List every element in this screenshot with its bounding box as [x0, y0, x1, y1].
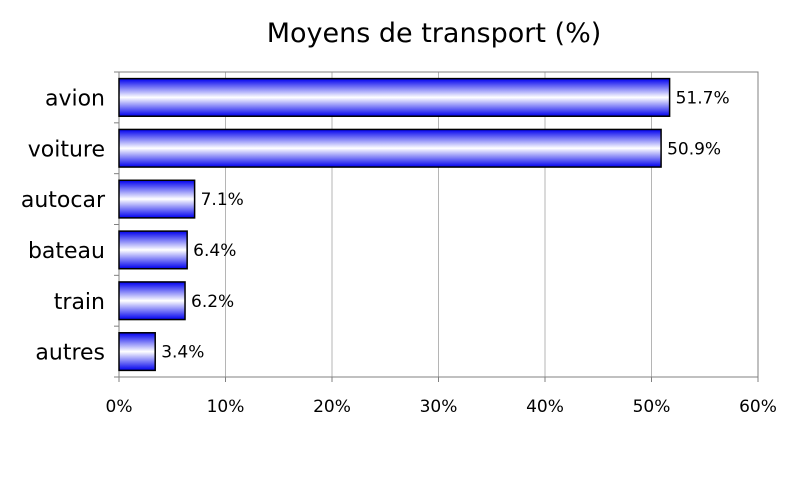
data-label: 7.1%: [201, 190, 244, 210]
x-tick-label: 60%: [739, 397, 777, 417]
category-label: train: [54, 290, 105, 315]
data-label: 6.2%: [191, 292, 234, 312]
data-label: 50.9%: [667, 139, 721, 159]
chart-title: Moyens de transport (%): [267, 18, 602, 49]
bar-voiture: [118, 128, 662, 168]
plot-area: [118, 71, 759, 378]
category-label: avion: [45, 86, 105, 111]
bar-avion: [118, 77, 671, 117]
x-tick-label: 20%: [313, 397, 351, 417]
data-label: 51.7%: [676, 88, 730, 108]
x-tick-label: 50%: [633, 397, 671, 417]
x-tick-label: 30%: [420, 397, 458, 417]
x-tick-label: 10%: [207, 397, 245, 417]
bars: [118, 77, 671, 372]
gridlines: [114, 71, 759, 382]
bar-autocar: [118, 179, 196, 219]
bar-autres: [118, 332, 156, 372]
category-label: voiture: [28, 137, 105, 162]
category-label: bateau: [28, 239, 105, 264]
x-tick-label: 40%: [526, 397, 564, 417]
labels: 0% 10% 20% 30% 40% 50% 60% avion 51.7% voiture 50.…: [21, 86, 777, 417]
category-label: autocar: [21, 188, 106, 213]
category-label: autres: [35, 341, 105, 366]
data-label: 6.4%: [193, 241, 236, 261]
data-label: 3.4%: [161, 343, 204, 363]
bar-train: [118, 281, 186, 321]
bar-bateau: [118, 230, 188, 270]
x-tick-label: 0%: [106, 397, 133, 417]
